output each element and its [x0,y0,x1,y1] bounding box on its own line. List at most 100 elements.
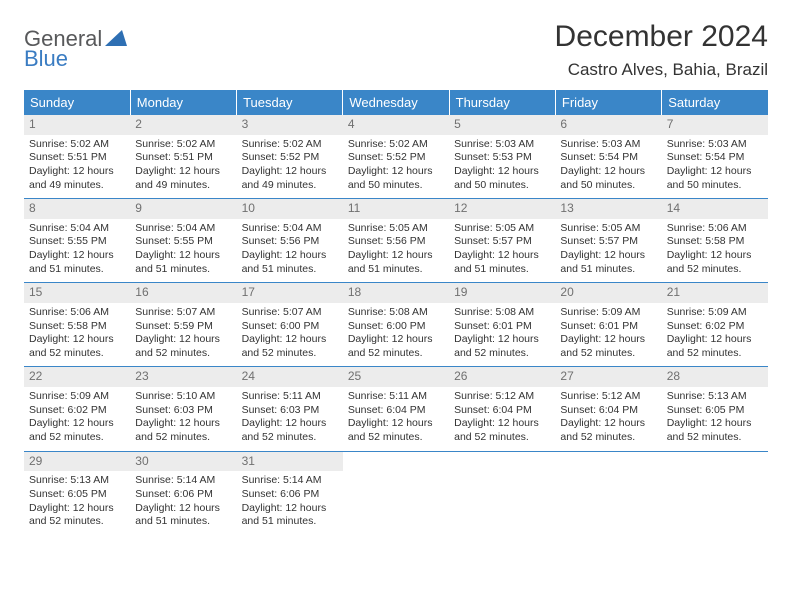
daylight-line: Daylight: 12 hours and 51 minutes. [560,249,656,276]
sunset-line: Sunset: 5:57 PM [454,235,550,249]
calendar-day-cell: 19Sunrise: 5:08 AMSunset: 6:01 PMDayligh… [449,283,555,367]
calendar-week-row: 1Sunrise: 5:02 AMSunset: 5:51 PMDaylight… [24,115,768,199]
sunset-line: Sunset: 6:03 PM [242,404,338,418]
calendar-day-cell: .. [662,451,768,535]
sunset-line: Sunset: 5:55 PM [135,235,231,249]
day-details: Sunrise: 5:08 AMSunset: 6:01 PMDaylight:… [449,303,555,367]
calendar-day-cell: 26Sunrise: 5:12 AMSunset: 6:04 PMDayligh… [449,367,555,451]
day-number: 25 [343,367,449,387]
sunrise-line: Sunrise: 5:04 AM [29,222,125,236]
day-details: Sunrise: 5:12 AMSunset: 6:04 PMDaylight:… [555,387,661,451]
sunrise-line: Sunrise: 5:09 AM [667,306,763,320]
calendar-day-cell: 31Sunrise: 5:14 AMSunset: 6:06 PMDayligh… [237,451,343,535]
sunrise-line: Sunrise: 5:14 AM [135,474,231,488]
day-number: 12 [449,199,555,219]
day-details: Sunrise: 5:02 AMSunset: 5:52 PMDaylight:… [343,135,449,199]
sunrise-line: Sunrise: 5:09 AM [560,306,656,320]
calendar-header-row: Sunday Monday Tuesday Wednesday Thursday… [24,90,768,115]
calendar-day-cell: 27Sunrise: 5:12 AMSunset: 6:04 PMDayligh… [555,367,661,451]
daylight-line: Daylight: 12 hours and 52 minutes. [135,417,231,444]
day-details: Sunrise: 5:11 AMSunset: 6:04 PMDaylight:… [343,387,449,451]
day-number: 29 [24,452,130,472]
day-details: Sunrise: 5:02 AMSunset: 5:51 PMDaylight:… [24,135,130,199]
day-details: Sunrise: 5:05 AMSunset: 5:57 PMDaylight:… [449,219,555,283]
calendar-day-cell: 9Sunrise: 5:04 AMSunset: 5:55 PMDaylight… [130,199,236,283]
daylight-line: Daylight: 12 hours and 52 minutes. [242,333,338,360]
col-saturday: Saturday [662,90,768,115]
daylight-line: Daylight: 12 hours and 52 minutes. [29,417,125,444]
sunset-line: Sunset: 5:51 PM [29,151,125,165]
calendar-day-cell: 20Sunrise: 5:09 AMSunset: 6:01 PMDayligh… [555,283,661,367]
day-number: 13 [555,199,661,219]
calendar-week-row: 29Sunrise: 5:13 AMSunset: 6:05 PMDayligh… [24,451,768,535]
day-details: Sunrise: 5:09 AMSunset: 6:02 PMDaylight:… [24,387,130,451]
sunset-line: Sunset: 6:03 PM [135,404,231,418]
day-details: Sunrise: 5:10 AMSunset: 6:03 PMDaylight:… [130,387,236,451]
day-number: 20 [555,283,661,303]
day-number: 11 [343,199,449,219]
logo-text-blue: Blue [24,48,127,70]
sunrise-line: Sunrise: 5:14 AM [242,474,338,488]
calendar-day-cell: 7Sunrise: 5:03 AMSunset: 5:54 PMDaylight… [662,115,768,199]
calendar-day-cell: 14Sunrise: 5:06 AMSunset: 5:58 PMDayligh… [662,199,768,283]
daylight-line: Daylight: 12 hours and 52 minutes. [135,333,231,360]
sunrise-line: Sunrise: 5:12 AM [454,390,550,404]
daylight-line: Daylight: 12 hours and 51 minutes. [242,502,338,529]
calendar-day-cell: 2Sunrise: 5:02 AMSunset: 5:51 PMDaylight… [130,115,236,199]
day-number: 21 [662,283,768,303]
day-details: Sunrise: 5:09 AMSunset: 6:01 PMDaylight:… [555,303,661,367]
sunrise-line: Sunrise: 5:13 AM [29,474,125,488]
day-details: Sunrise: 5:11 AMSunset: 6:03 PMDaylight:… [237,387,343,451]
day-number: 2 [130,115,236,135]
day-details: Sunrise: 5:05 AMSunset: 5:56 PMDaylight:… [343,219,449,283]
sunset-line: Sunset: 5:58 PM [29,320,125,334]
sunset-line: Sunset: 5:58 PM [667,235,763,249]
daylight-line: Daylight: 12 hours and 51 minutes. [135,502,231,529]
sunset-line: Sunset: 5:53 PM [454,151,550,165]
daylight-line: Daylight: 12 hours and 52 minutes. [560,417,656,444]
day-details: Sunrise: 5:05 AMSunset: 5:57 PMDaylight:… [555,219,661,283]
day-number: 31 [237,452,343,472]
sunrise-line: Sunrise: 5:10 AM [135,390,231,404]
daylight-line: Daylight: 12 hours and 52 minutes. [454,333,550,360]
sunset-line: Sunset: 6:06 PM [135,488,231,502]
daylight-line: Daylight: 12 hours and 49 minutes. [29,165,125,192]
day-number: 3 [237,115,343,135]
day-number: 23 [130,367,236,387]
sunrise-line: Sunrise: 5:09 AM [29,390,125,404]
day-number: 14 [662,199,768,219]
day-number: 16 [130,283,236,303]
sunrise-line: Sunrise: 5:06 AM [667,222,763,236]
col-friday: Friday [555,90,661,115]
sunrise-line: Sunrise: 5:02 AM [29,138,125,152]
calendar-day-cell: 10Sunrise: 5:04 AMSunset: 5:56 PMDayligh… [237,199,343,283]
logo-triangle-icon [105,28,127,50]
calendar-day-cell: 6Sunrise: 5:03 AMSunset: 5:54 PMDaylight… [555,115,661,199]
calendar-day-cell: 29Sunrise: 5:13 AMSunset: 6:05 PMDayligh… [24,451,130,535]
daylight-line: Daylight: 12 hours and 51 minutes. [29,249,125,276]
calendar-day-cell: 13Sunrise: 5:05 AMSunset: 5:57 PMDayligh… [555,199,661,283]
calendar-day-cell: 18Sunrise: 5:08 AMSunset: 6:00 PMDayligh… [343,283,449,367]
calendar-day-cell: 17Sunrise: 5:07 AMSunset: 6:00 PMDayligh… [237,283,343,367]
day-details: Sunrise: 5:13 AMSunset: 6:05 PMDaylight:… [24,471,130,535]
logo: General Blue [24,28,127,70]
day-details: Sunrise: 5:02 AMSunset: 5:51 PMDaylight:… [130,135,236,199]
daylight-line: Daylight: 12 hours and 50 minutes. [560,165,656,192]
sunset-line: Sunset: 6:01 PM [454,320,550,334]
daylight-line: Daylight: 12 hours and 51 minutes. [242,249,338,276]
sunset-line: Sunset: 5:55 PM [29,235,125,249]
day-details: Sunrise: 5:14 AMSunset: 6:06 PMDaylight:… [130,471,236,535]
day-details: Sunrise: 5:04 AMSunset: 5:55 PMDaylight:… [24,219,130,283]
sunrise-line: Sunrise: 5:05 AM [560,222,656,236]
day-number: 19 [449,283,555,303]
day-details: Sunrise: 5:08 AMSunset: 6:00 PMDaylight:… [343,303,449,367]
calendar-week-row: 15Sunrise: 5:06 AMSunset: 5:58 PMDayligh… [24,283,768,367]
sunrise-line: Sunrise: 5:03 AM [454,138,550,152]
sunrise-line: Sunrise: 5:02 AM [242,138,338,152]
calendar-day-cell: 1Sunrise: 5:02 AMSunset: 5:51 PMDaylight… [24,115,130,199]
calendar-day-cell: 24Sunrise: 5:11 AMSunset: 6:03 PMDayligh… [237,367,343,451]
sunset-line: Sunset: 6:04 PM [454,404,550,418]
calendar-day-cell: 16Sunrise: 5:07 AMSunset: 5:59 PMDayligh… [130,283,236,367]
day-details: Sunrise: 5:03 AMSunset: 5:53 PMDaylight:… [449,135,555,199]
day-number: 22 [24,367,130,387]
